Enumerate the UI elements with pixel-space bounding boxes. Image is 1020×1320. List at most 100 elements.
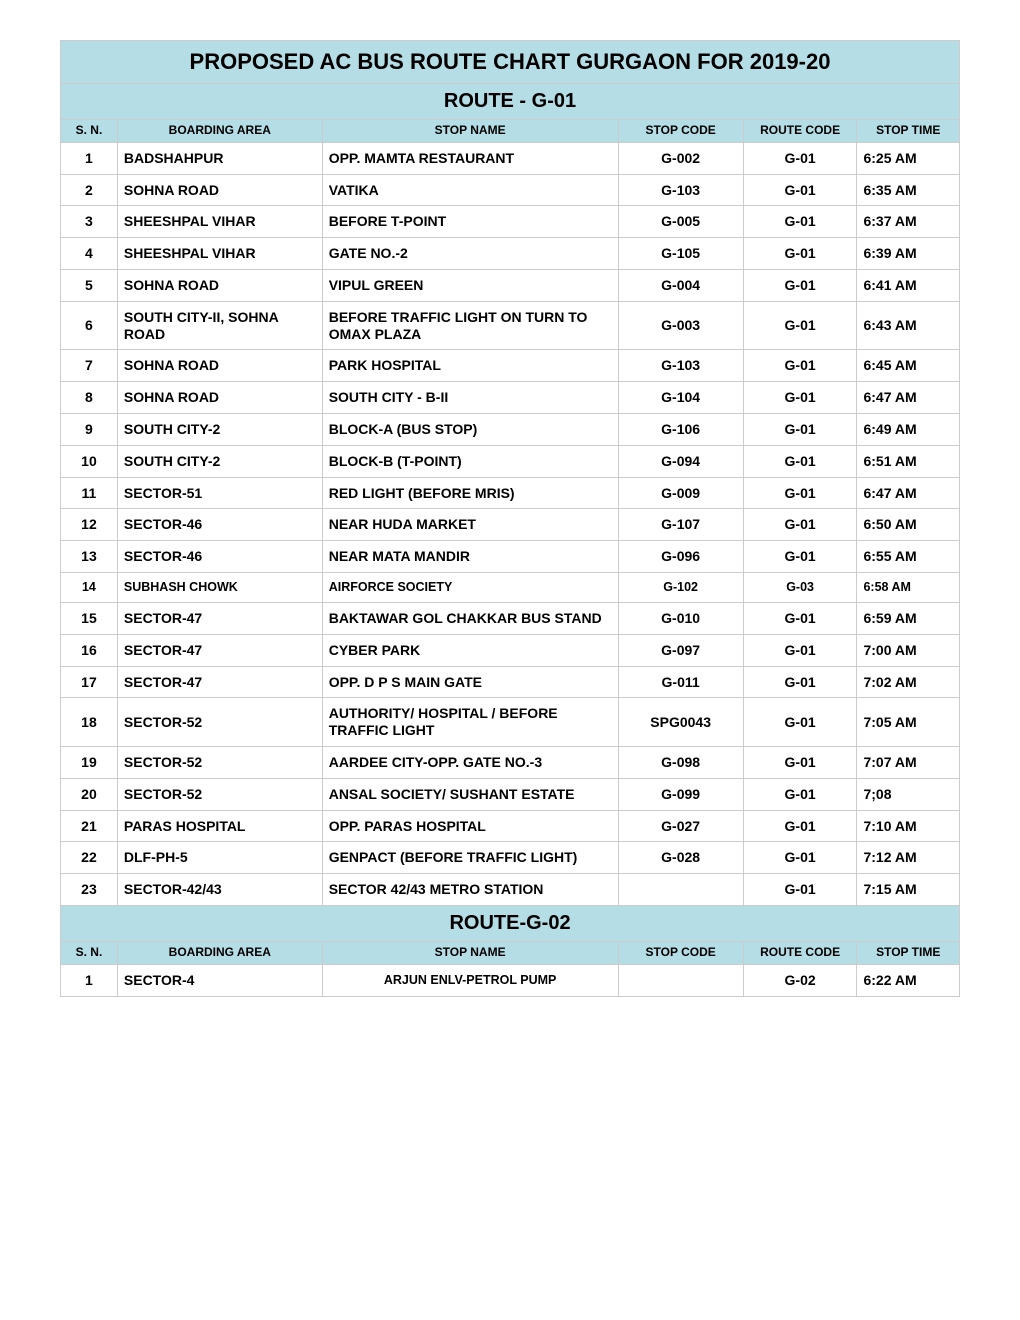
cell-sn: 20 bbox=[61, 778, 118, 810]
cell-stop-name: BLOCK-B (T-POINT) bbox=[322, 445, 618, 477]
cell-stop-time: 7:10 AM bbox=[857, 810, 960, 842]
header-stop-time: STOP TIME bbox=[857, 941, 960, 964]
cell-route-code: G-01 bbox=[743, 509, 857, 541]
cell-stop-code: G-096 bbox=[618, 541, 743, 573]
cell-sn: 17 bbox=[61, 666, 118, 698]
cell-sn: 1 bbox=[61, 964, 118, 996]
table-row: 20SECTOR-52ANSAL SOCIETY/ SUSHANT ESTATE… bbox=[61, 778, 960, 810]
header-route-code: ROUTE CODE bbox=[743, 120, 857, 143]
cell-stop-code: G-010 bbox=[618, 602, 743, 634]
route-title-row: ROUTE-G-02 bbox=[61, 905, 960, 941]
cell-sn: 5 bbox=[61, 269, 118, 301]
cell-sn: 3 bbox=[61, 206, 118, 238]
cell-sn: 14 bbox=[61, 572, 118, 602]
cell-route-code: G-01 bbox=[743, 778, 857, 810]
header-stop-name: STOP NAME bbox=[322, 120, 618, 143]
cell-route-code: G-01 bbox=[743, 174, 857, 206]
table-row: 7SOHNA ROADPARK HOSPITALG-103G-016:45 AM bbox=[61, 350, 960, 382]
cell-stop-code: G-099 bbox=[618, 778, 743, 810]
table-row: 3SHEESHPAL VIHARBEFORE T-POINTG-005G-016… bbox=[61, 206, 960, 238]
cell-route-code: G-01 bbox=[743, 413, 857, 445]
cell-stop-name: ARJUN ENLV-PETROL PUMP bbox=[322, 964, 618, 996]
cell-stop-code: G-103 bbox=[618, 350, 743, 382]
cell-route-code: G-01 bbox=[743, 350, 857, 382]
cell-stop-name: AUTHORITY/ HOSPITAL / BEFORE TRAFFIC LIG… bbox=[322, 698, 618, 747]
cell-route-code: G-01 bbox=[743, 602, 857, 634]
route-chart-document: PROPOSED AC BUS ROUTE CHART GURGAON FOR … bbox=[60, 40, 960, 997]
cell-sn: 19 bbox=[61, 746, 118, 778]
cell-stop-code: G-028 bbox=[618, 842, 743, 874]
table-row: 12SECTOR-46NEAR HUDA MARKETG-107G-016:50… bbox=[61, 509, 960, 541]
cell-boarding-area: SOHNA ROAD bbox=[117, 269, 322, 301]
cell-route-code: G-01 bbox=[743, 810, 857, 842]
cell-route-code: G-01 bbox=[743, 746, 857, 778]
cell-sn: 7 bbox=[61, 350, 118, 382]
cell-stop-code: G-107 bbox=[618, 509, 743, 541]
cell-stop-time: 6:47 AM bbox=[857, 382, 960, 414]
header-boarding-area: BOARDING AREA bbox=[117, 120, 322, 143]
cell-boarding-area: SOUTH CITY-2 bbox=[117, 445, 322, 477]
cell-sn: 15 bbox=[61, 602, 118, 634]
cell-stop-code: G-102 bbox=[618, 572, 743, 602]
route-title-row: ROUTE - G-01 bbox=[61, 84, 960, 120]
cell-boarding-area: SOHNA ROAD bbox=[117, 350, 322, 382]
cell-stop-name: BEFORE TRAFFIC LIGHT ON TURN TO OMAX PLA… bbox=[322, 301, 618, 350]
cell-stop-time: 7:02 AM bbox=[857, 666, 960, 698]
cell-stop-name: AARDEE CITY-OPP. GATE NO.-3 bbox=[322, 746, 618, 778]
cell-sn: 18 bbox=[61, 698, 118, 747]
cell-stop-time: 7:12 AM bbox=[857, 842, 960, 874]
cell-boarding-area: SOUTH CITY-2 bbox=[117, 413, 322, 445]
cell-stop-code bbox=[618, 964, 743, 996]
cell-stop-code: G-002 bbox=[618, 142, 743, 174]
cell-boarding-area: DLF-PH-5 bbox=[117, 842, 322, 874]
cell-stop-code: G-004 bbox=[618, 269, 743, 301]
cell-sn: 10 bbox=[61, 445, 118, 477]
cell-boarding-area: PARAS HOSPITAL bbox=[117, 810, 322, 842]
cell-stop-name: GENPACT (BEFORE TRAFFIC LIGHT) bbox=[322, 842, 618, 874]
cell-sn: 2 bbox=[61, 174, 118, 206]
cell-boarding-area: SOUTH CITY-II, SOHNA ROAD bbox=[117, 301, 322, 350]
cell-stop-name: BLOCK-A (BUS STOP) bbox=[322, 413, 618, 445]
table-row: 13SECTOR-46NEAR MATA MANDIRG-096G-016:55… bbox=[61, 541, 960, 573]
table-row: 15SECTOR-47BAKTAWAR GOL CHAKKAR BUS STAN… bbox=[61, 602, 960, 634]
cell-route-code: G-01 bbox=[743, 842, 857, 874]
table-row: 1SECTOR-4ARJUN ENLV-PETROL PUMPG-026:22 … bbox=[61, 964, 960, 996]
cell-sn: 22 bbox=[61, 842, 118, 874]
table-row: 14SUBHASH CHOWKAIRFORCE SOCIETYG-102G-03… bbox=[61, 572, 960, 602]
cell-route-code: G-01 bbox=[743, 698, 857, 747]
table-row: 22DLF-PH-5GENPACT (BEFORE TRAFFIC LIGHT)… bbox=[61, 842, 960, 874]
cell-boarding-area: SOHNA ROAD bbox=[117, 174, 322, 206]
cell-stop-code: G-094 bbox=[618, 445, 743, 477]
cell-boarding-area: SECTOR-47 bbox=[117, 634, 322, 666]
cell-stop-name: GATE NO.-2 bbox=[322, 238, 618, 270]
cell-stop-time: 6:50 AM bbox=[857, 509, 960, 541]
cell-sn: 11 bbox=[61, 477, 118, 509]
cell-boarding-area: SUBHASH CHOWK bbox=[117, 572, 322, 602]
cell-stop-name: VIPUL GREEN bbox=[322, 269, 618, 301]
cell-sn: 13 bbox=[61, 541, 118, 573]
cell-stop-name: NEAR HUDA MARKET bbox=[322, 509, 618, 541]
header-stop-time: STOP TIME bbox=[857, 120, 960, 143]
cell-stop-name: OPP. D P S MAIN GATE bbox=[322, 666, 618, 698]
header-stop-code: STOP CODE bbox=[618, 941, 743, 964]
cell-route-code: G-01 bbox=[743, 238, 857, 270]
cell-route-code: G-03 bbox=[743, 572, 857, 602]
cell-route-code: G-01 bbox=[743, 269, 857, 301]
cell-boarding-area: SOHNA ROAD bbox=[117, 382, 322, 414]
cell-stop-code: G-005 bbox=[618, 206, 743, 238]
cell-stop-time: 6:49 AM bbox=[857, 413, 960, 445]
cell-stop-code: SPG0043 bbox=[618, 698, 743, 747]
header-stop-code: STOP CODE bbox=[618, 120, 743, 143]
cell-stop-time: 6:47 AM bbox=[857, 477, 960, 509]
cell-stop-time: 7:00 AM bbox=[857, 634, 960, 666]
cell-stop-name: ANSAL SOCIETY/ SUSHANT ESTATE bbox=[322, 778, 618, 810]
table-row: 11SECTOR-51RED LIGHT (BEFORE MRIS)G-009G… bbox=[61, 477, 960, 509]
cell-route-code: G-01 bbox=[743, 142, 857, 174]
cell-sn: 23 bbox=[61, 874, 118, 906]
cell-route-code: G-01 bbox=[743, 206, 857, 238]
cell-stop-time: 6:41 AM bbox=[857, 269, 960, 301]
cell-stop-name: SOUTH CITY - B-II bbox=[322, 382, 618, 414]
table-row: 5SOHNA ROADVIPUL GREENG-004G-016:41 AM bbox=[61, 269, 960, 301]
cell-sn: 9 bbox=[61, 413, 118, 445]
cell-route-code: G-01 bbox=[743, 382, 857, 414]
